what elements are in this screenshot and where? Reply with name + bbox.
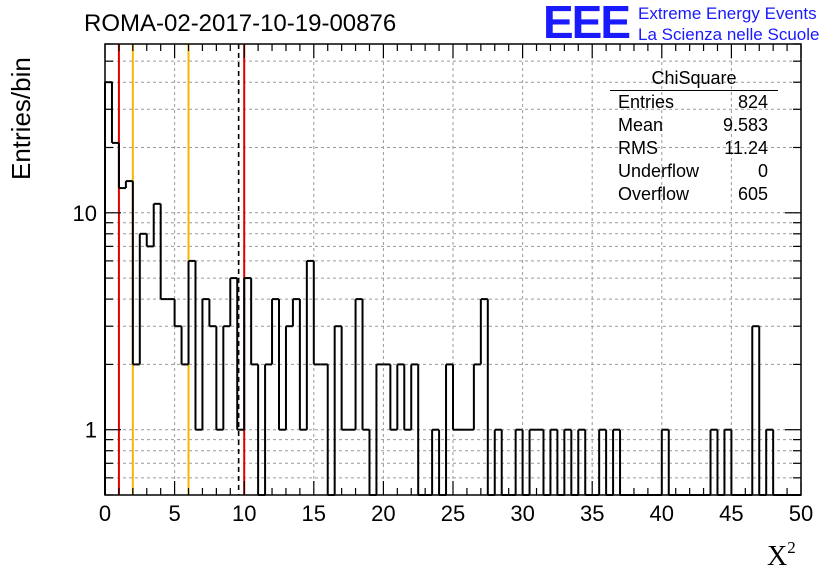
reference-lines-layer [117, 44, 246, 495]
y-tick-label: 1 [85, 418, 97, 443]
stats-row-overflow: Overflow 605 [610, 183, 778, 206]
x-axis-label: X2 [767, 538, 796, 573]
stats-label: Underflow [618, 161, 700, 181]
x-tick-label: 5 [168, 501, 180, 526]
x-axis-label-sup: 2 [787, 538, 796, 557]
stats-box: ChiSquare Entries 824 Mean 9.583 RMS 11.… [610, 66, 778, 206]
stats-value: 824 [737, 92, 768, 112]
x-axis-label-base: X [767, 541, 788, 572]
x-tick-label: 15 [302, 501, 326, 526]
stats-value: 0 [757, 161, 768, 181]
stats-title: ChiSquare [610, 66, 778, 91]
stats-value: 605 [737, 184, 768, 204]
logo-line-2: La Scienza nelle Scuole [638, 25, 820, 44]
stats-row-rms: RMS 11.24 [610, 137, 778, 160]
y-tick-label: 10 [73, 201, 97, 226]
stats-label: Entries [618, 92, 675, 112]
grid-layer [105, 44, 801, 495]
x-tick-label: 0 [99, 501, 111, 526]
stats-label: Overflow [618, 184, 690, 204]
x-tick-label: 10 [232, 501, 256, 526]
x-tick-label: 30 [510, 501, 534, 526]
stats-value: 11.24 [724, 138, 768, 158]
chart-title: ROMA-02-2017-10-19-00876 [84, 10, 397, 37]
eee-logo-mark: EEE [543, 0, 631, 48]
ticks-layer: 0 5 10 15 20 25 30 35 40 45 50 1 10 [73, 43, 813, 526]
x-tick-label: 50 [789, 501, 813, 526]
x-tick-label: 40 [650, 501, 674, 526]
stats-row-underflow: Underflow 0 [610, 160, 778, 183]
eee-logo: EEE Extreme Energy Events La Scienza nel… [543, 0, 833, 48]
stats-row-entries: Entries 824 [610, 91, 778, 114]
stats-row-mean: Mean 9.583 [610, 114, 778, 137]
x-tick-label: 25 [441, 501, 465, 526]
stats-value: 9.583 [722, 115, 768, 135]
logo-line-1: Extreme Energy Events [638, 4, 817, 23]
stats-label: RMS [618, 138, 658, 158]
x-tick-label: 20 [371, 501, 395, 526]
x-tick-label: 35 [580, 501, 604, 526]
x-tick-label: 45 [719, 501, 743, 526]
stats-label: Mean [618, 115, 664, 135]
